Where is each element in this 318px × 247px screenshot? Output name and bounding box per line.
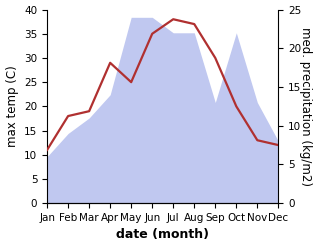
Y-axis label: med. precipitation (kg/m2): med. precipitation (kg/m2) [300,27,313,186]
X-axis label: date (month): date (month) [116,228,209,242]
Y-axis label: max temp (C): max temp (C) [5,65,18,147]
